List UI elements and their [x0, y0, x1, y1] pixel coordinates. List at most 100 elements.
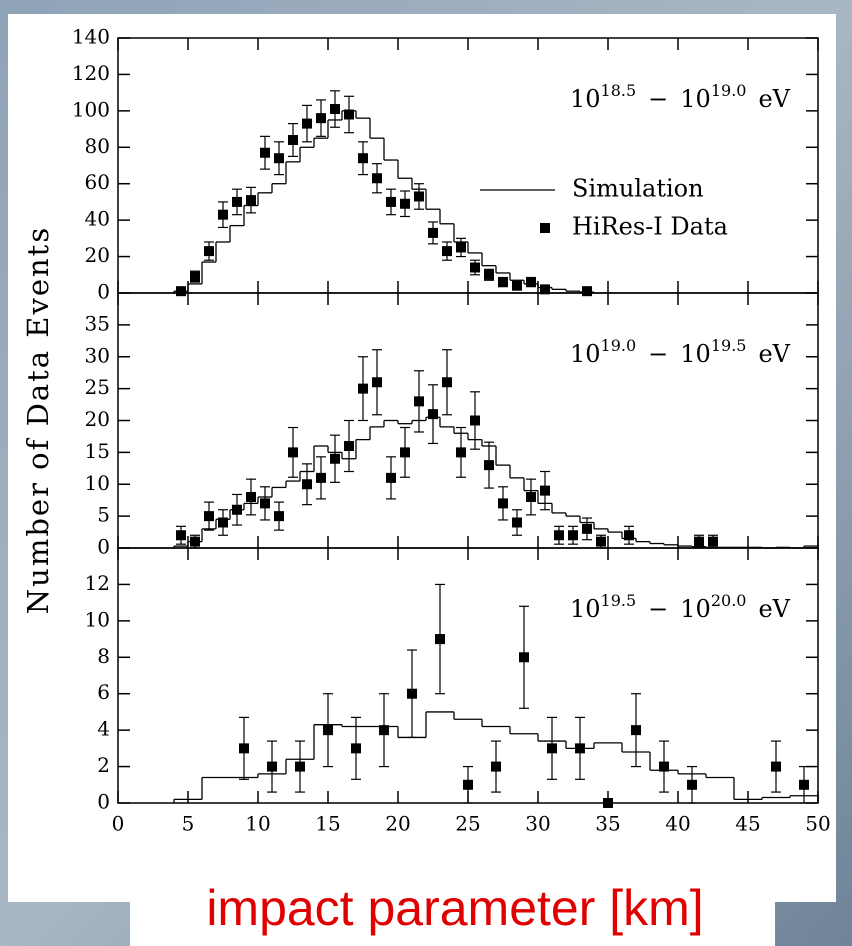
data-point: [246, 492, 256, 502]
data-point: [484, 269, 494, 280]
y-tick-label: 5: [97, 503, 110, 527]
annotation-part: eV: [758, 340, 790, 368]
data-point: [456, 447, 466, 458]
data-point: [428, 227, 438, 238]
data-point: [659, 761, 669, 772]
data-point: [218, 209, 228, 220]
data-point: [484, 460, 494, 471]
annotation-part: eV: [758, 85, 790, 113]
y-tick-label: 0: [97, 280, 110, 304]
data-point: [596, 536, 606, 547]
y-tick-label: 30: [85, 343, 110, 367]
data-point: [302, 479, 312, 490]
y-tick-label: 100: [72, 97, 110, 121]
y-tick-label: 140: [72, 25, 110, 49]
data-point: [358, 153, 368, 164]
x-tick-label: 10: [245, 812, 270, 836]
data-point: [435, 634, 445, 645]
annotation-part: 10: [570, 85, 601, 113]
y-tick-label: 20: [85, 243, 110, 267]
legend-marker: [540, 223, 550, 233]
y-tick-label: 10: [85, 471, 110, 495]
y-tick-label: 35: [85, 311, 110, 335]
data-point: [540, 485, 550, 496]
data-point: [323, 725, 333, 736]
data-point: [330, 453, 340, 464]
data-point: [204, 511, 214, 522]
data-point: [414, 191, 424, 202]
data-point: [274, 153, 284, 164]
data-point: [491, 761, 501, 772]
data-point: [204, 246, 214, 257]
data-point: [631, 725, 641, 736]
data-point: [498, 277, 508, 288]
x-tick-label: 45: [735, 812, 760, 836]
annotation-part: 19.5: [601, 591, 637, 610]
data-point: [771, 761, 781, 772]
data-point: [176, 286, 186, 297]
data-point: [232, 196, 242, 207]
data-point: [386, 472, 396, 483]
y-tick-label: 12: [85, 571, 110, 595]
y-tick-label: 80: [85, 134, 110, 158]
data-point: [540, 284, 550, 295]
x-tick-label: 25: [455, 812, 480, 836]
y-tick-label: 120: [72, 61, 110, 85]
data-point: [330, 104, 340, 115]
data-point: [400, 198, 410, 209]
data-point: [568, 530, 578, 541]
data-point: [288, 447, 298, 458]
data-point: [582, 286, 592, 297]
data-point: [575, 743, 585, 754]
annotation: 1019.5−1020.0 eV: [570, 591, 791, 623]
data-point: [442, 377, 452, 388]
y-tick-label: 0: [97, 535, 110, 559]
annotation-part: 10: [680, 595, 711, 623]
data-point: [190, 536, 200, 547]
data-point: [456, 242, 466, 253]
plot-background: [8, 14, 836, 902]
data-point: [344, 441, 354, 451]
x-tick-label: 35: [595, 812, 620, 836]
data-point: [295, 761, 305, 772]
data-point: [603, 798, 613, 808]
data-point: [372, 173, 382, 184]
y-tick-label: 0: [97, 790, 110, 814]
annotation-part: 19.0: [711, 81, 747, 100]
annotation: 1018.5−1019.0 eV: [570, 81, 791, 113]
y-tick-label: 60: [85, 170, 110, 194]
label-background: [130, 876, 775, 946]
data-point: [358, 383, 368, 394]
y-tick-label: 2: [97, 753, 110, 777]
data-point: [582, 523, 592, 534]
annotation-part: −: [648, 340, 668, 368]
data-point: [708, 536, 718, 547]
data-point: [470, 262, 480, 273]
annotation-part: 18.5: [601, 81, 637, 100]
y-tick-label: 15: [85, 439, 110, 463]
data-point: [267, 761, 277, 772]
annotation-part: 19.5: [711, 336, 747, 355]
data-point: [288, 135, 298, 145]
data-point: [372, 377, 382, 388]
x-tick-label: 50: [805, 812, 830, 836]
y-tick-label: 10: [85, 607, 110, 631]
annotation-part: 10: [570, 595, 601, 623]
data-point: [554, 530, 564, 541]
data-point: [624, 530, 634, 541]
annotation-part: 10: [570, 340, 601, 368]
data-point: [687, 779, 697, 790]
data-point: [526, 277, 536, 288]
data-point: [232, 504, 242, 515]
x-axis-label: impact parameter [km]: [206, 880, 703, 936]
data-point: [442, 246, 452, 257]
data-point: [274, 511, 284, 522]
data-point: [176, 530, 186, 541]
annotation-part: −: [648, 595, 668, 623]
x-tick-label: 40: [665, 812, 690, 836]
data-point: [351, 743, 361, 754]
data-point: [218, 517, 228, 528]
x-tick-label: 0: [112, 812, 125, 836]
data-point: [407, 688, 417, 699]
